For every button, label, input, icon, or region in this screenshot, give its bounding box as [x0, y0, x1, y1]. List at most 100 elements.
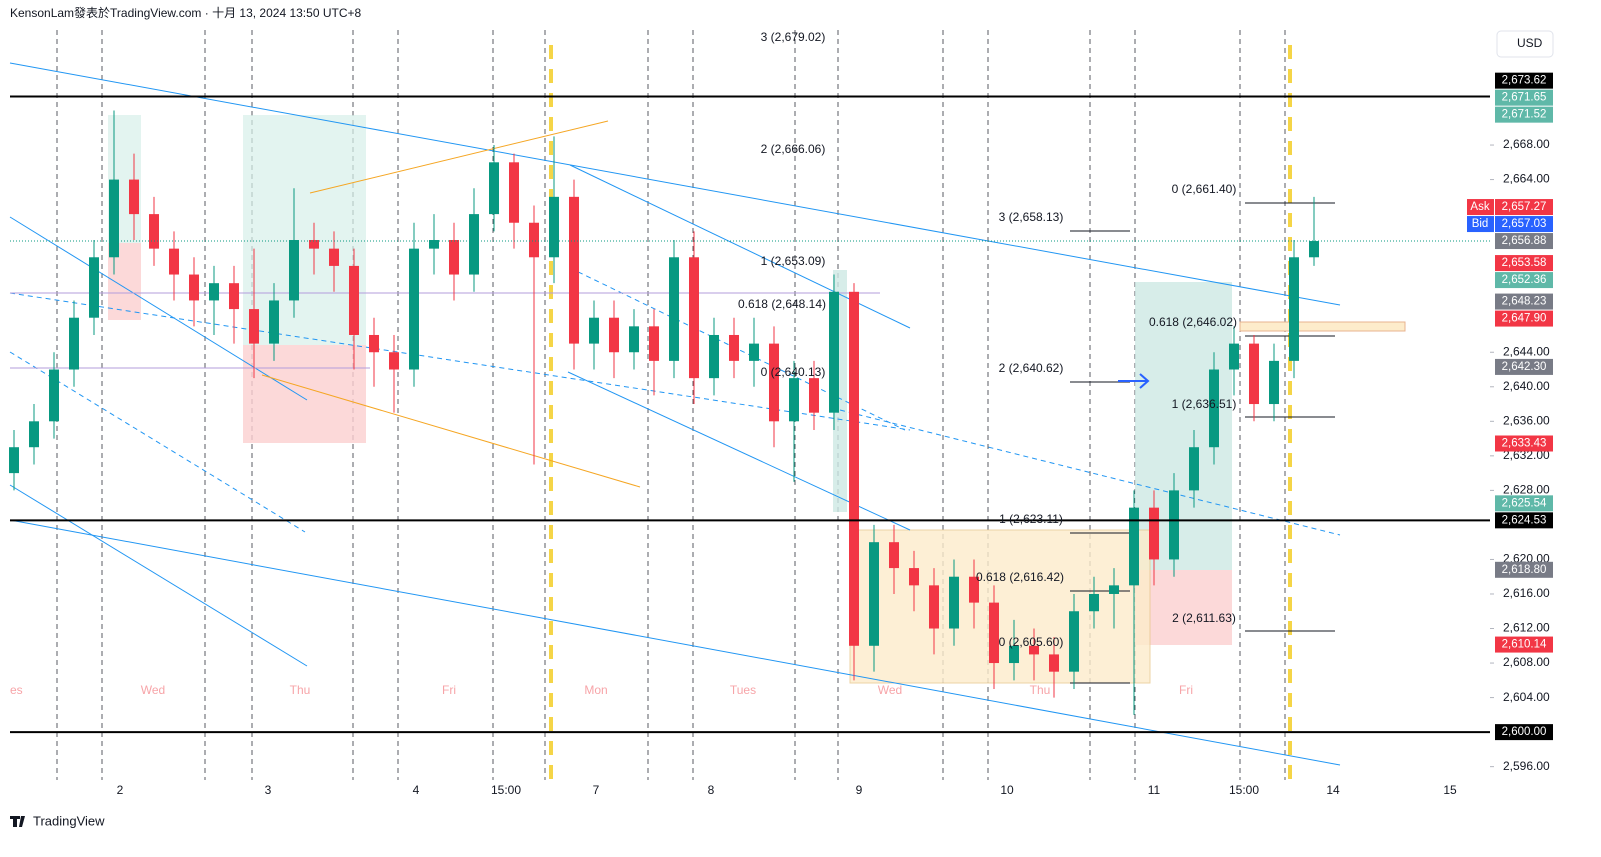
candle-body — [1129, 507, 1139, 586]
y-tick-label: 2,664.00 — [1503, 172, 1550, 186]
price-label-text: 2,652.36 — [1502, 274, 1547, 286]
candle-body — [789, 378, 799, 422]
price-label-text: 2,600.00 — [1502, 726, 1547, 738]
x-tick-label: 3 — [265, 783, 272, 797]
price-label — [1495, 272, 1553, 289]
x-tick-label: 15:00 — [1229, 783, 1259, 797]
candle-body — [829, 291, 839, 413]
session-label: Wed — [141, 683, 165, 697]
session-label: Fri — [442, 683, 456, 697]
candle-body — [749, 343, 759, 361]
candle-body — [1089, 593, 1099, 612]
session-label: Wed — [878, 683, 902, 697]
y-tick-label: 2,632.00 — [1503, 448, 1550, 462]
price-label-text: 2,633.43 — [1502, 438, 1547, 450]
fib-label: 0.618 (2,646.02) — [1149, 315, 1237, 329]
candle-body — [1149, 507, 1159, 560]
x-tick-label: 11 — [1148, 783, 1161, 797]
candle-body — [1049, 654, 1059, 672]
candle-body — [289, 240, 299, 301]
price-label — [1495, 435, 1553, 452]
candle-body — [69, 317, 79, 370]
candle-body — [349, 265, 359, 335]
y-tick-label: 2,668.00 — [1503, 137, 1550, 151]
candle-body — [249, 309, 259, 344]
drawings — [9, 30, 1406, 780]
fib-label: 0 (2,605.60) — [999, 635, 1064, 649]
brand: TradingView — [33, 813, 105, 828]
fib-label: 0 (2,661.40) — [1172, 182, 1237, 196]
candle-body — [1189, 447, 1199, 491]
candle-body — [1069, 611, 1079, 672]
fib-label: 0 (2,640.13) — [761, 365, 826, 379]
price-label — [1495, 310, 1553, 327]
price-label — [1495, 561, 1553, 578]
session-label: Tues — [730, 683, 756, 697]
fib-label: 0.618 (2,616.42) — [976, 570, 1064, 584]
price-label-text: 2,653.58 — [1502, 257, 1547, 269]
fib-label: 1 (2,623.11) — [999, 512, 1063, 526]
candle-body — [1309, 241, 1319, 258]
price-label-text: 2,671.52 — [1502, 109, 1547, 121]
candle-body — [889, 542, 899, 569]
price-tag-text: Ask — [1470, 201, 1489, 213]
candle-body — [909, 568, 919, 586]
y-tick-label: 2,644.00 — [1503, 344, 1550, 358]
candle-body — [1009, 645, 1019, 664]
candle-body — [529, 222, 539, 258]
session-label: Thu — [290, 683, 311, 697]
price-label-text: 2,618.80 — [1502, 564, 1547, 576]
price-label-text: 2,671.65 — [1502, 92, 1547, 104]
candle-body — [189, 274, 199, 301]
candle-body — [989, 602, 999, 664]
candle-body — [49, 369, 59, 422]
currency-button[interactable] — [1496, 30, 1554, 58]
candle-body — [229, 283, 239, 310]
x-tick-label: 15 — [1443, 783, 1457, 797]
price-label-text: 2,656.88 — [1502, 235, 1547, 247]
price-label — [1495, 255, 1553, 272]
y-tick-label: 2,612.00 — [1503, 621, 1550, 635]
y-tick-label: 2,636.00 — [1503, 413, 1550, 427]
candle-body — [1029, 645, 1039, 655]
candle-body — [1209, 369, 1219, 448]
x-tick-label: 14 — [1326, 783, 1340, 797]
session-label: Mon — [584, 683, 607, 697]
candle-body — [389, 352, 399, 370]
candle-body — [429, 240, 439, 249]
session-label: Thu — [1030, 683, 1051, 697]
y-tick-label: 2,616.00 — [1503, 586, 1550, 600]
candle-body — [269, 300, 279, 344]
fib-label: 2 (2,611.63) — [1172, 611, 1236, 625]
price-label-text: 2,610.14 — [1502, 639, 1547, 651]
candle-body — [949, 576, 959, 629]
candle-body — [1269, 360, 1279, 405]
candle-body — [209, 283, 219, 301]
price-label — [1495, 72, 1553, 89]
candle-body — [1249, 343, 1259, 405]
price-label — [1495, 724, 1553, 741]
candle-body — [1109, 585, 1119, 594]
price-tag — [1467, 199, 1494, 216]
candle-body — [629, 326, 639, 353]
candle-body — [9, 447, 19, 474]
currency: USD — [1517, 36, 1543, 50]
candle-body — [149, 214, 159, 249]
price-label — [1495, 512, 1553, 529]
candle-body — [729, 334, 739, 361]
y-tick-label: 2,628.00 — [1503, 483, 1550, 497]
x-tick-label: 10 — [1000, 783, 1014, 797]
y-tick-label: 2,596.00 — [1503, 759, 1550, 773]
candle-body — [169, 248, 179, 275]
price-label — [1495, 358, 1553, 375]
candle-body — [649, 326, 659, 361]
x-tick-label: 7 — [593, 783, 600, 797]
candle-body — [809, 378, 819, 413]
y-tick-label: 2,604.00 — [1503, 690, 1550, 704]
header: KensonLam發表於TradingView.com · 十月 13, 202… — [10, 5, 361, 20]
price-label — [1495, 495, 1553, 512]
fib-label: 2 (2,640.62) — [999, 361, 1064, 375]
candle-body — [1229, 343, 1239, 370]
price-label-text: 2,642.30 — [1502, 361, 1547, 373]
